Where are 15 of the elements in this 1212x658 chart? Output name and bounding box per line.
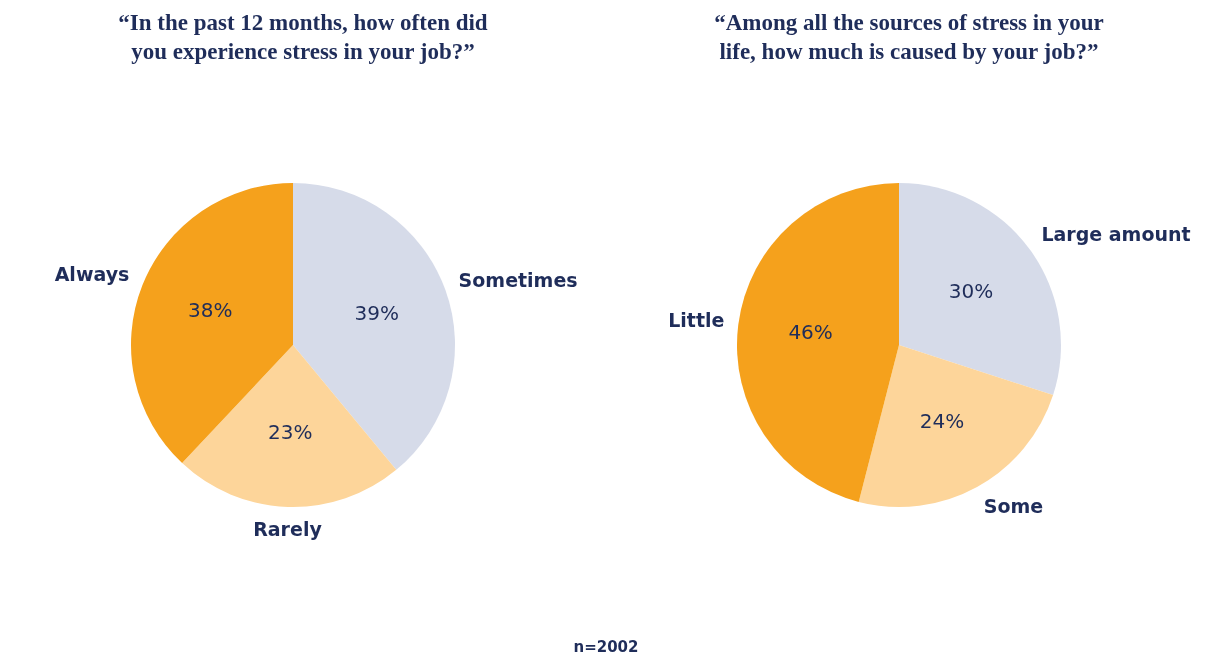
slice-label: Large amount (1041, 222, 1191, 245)
slice-label: Little (668, 308, 725, 331)
data-label: 38% (187, 298, 233, 323)
slice-label: Always (54, 263, 130, 286)
data-label: 39% (354, 301, 400, 326)
data-label: 46% (788, 320, 833, 345)
chart-title: “In the past 12 months, how often did you experience stress in your job?” (117, 9, 489, 66)
slice-label: Sometimes (458, 268, 578, 291)
data-label: 30% (948, 278, 994, 303)
slice-label: Rarely (253, 517, 323, 540)
slice-label: Some (983, 494, 1044, 517)
data-label: 23% (267, 420, 313, 445)
data-label: 24% (919, 409, 965, 434)
text: n=2002 (573, 638, 639, 656)
chart-title: “Among all the sources of stress in your life, how much is caused by your job?” (713, 9, 1105, 66)
